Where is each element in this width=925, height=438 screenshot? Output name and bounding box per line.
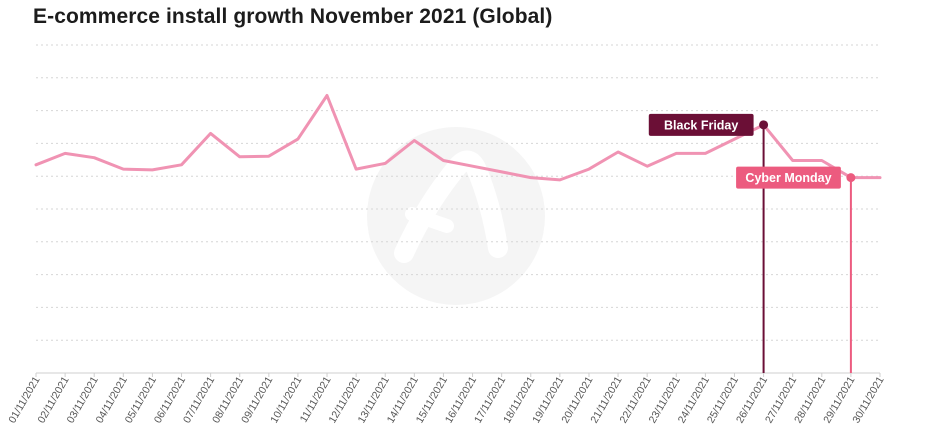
gridlines [36,44,880,341]
data-point [384,162,387,165]
data-point [529,176,532,179]
data-point [588,168,591,171]
data-point [151,168,154,171]
series-layer [34,94,882,182]
data-point [879,176,882,179]
data-point [355,168,358,171]
data-point [122,168,125,171]
data-point [646,165,649,168]
data-point [35,163,38,166]
data-point [704,152,707,155]
data-point [820,159,823,162]
data-point [733,138,736,141]
annotations: Black Friday Cyber Monday [648,113,856,373]
series-line [34,94,882,182]
data-point [675,152,678,155]
data-point [267,155,270,158]
data-point [558,178,561,181]
x-axis-ticks: 01/11/202102/11/202103/11/202104/11/2021… [6,373,887,425]
data-point [326,94,329,97]
data-point [413,139,416,142]
annotation-label: Cyber Monday [745,171,831,185]
annotation-marker-dot [846,173,856,183]
data-point [791,159,794,162]
data-point [471,165,474,168]
annotation-label-box [648,113,754,136]
data-point [64,152,67,155]
data-point [180,163,183,166]
data-point [238,155,241,158]
data-point [617,151,620,154]
data-point [209,132,212,135]
annotation-marker-dot [759,120,769,130]
data-point [93,156,96,159]
data-point [296,138,299,141]
annotation-label: Black Friday [664,118,738,132]
data-point [442,159,445,162]
adjust-logo-watermark [367,127,545,305]
data-point [500,170,503,173]
annotation-label-box [736,166,841,189]
chart-title: E-commerce install growth November 2021 … [33,5,553,28]
